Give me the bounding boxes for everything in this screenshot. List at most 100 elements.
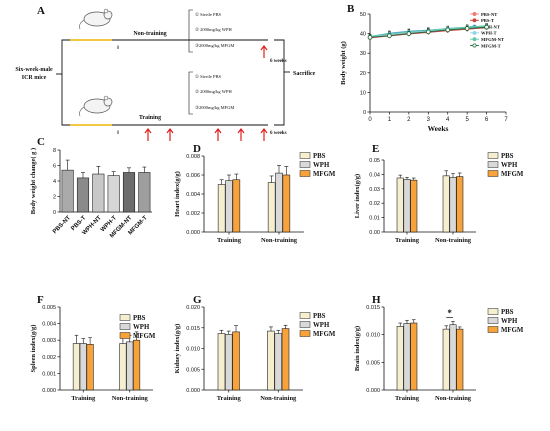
y-tick-label: 0.015 (366, 305, 380, 311)
category-label: Non-training (435, 395, 472, 402)
significance-annotation: * (447, 308, 452, 318)
legend-swatch (487, 317, 499, 324)
bar (282, 174, 291, 233)
bar (442, 175, 450, 233)
y-axis-title-h: Brain index(g/g) (354, 326, 361, 371)
bar (449, 176, 457, 233)
y-tick-label: 0.04 (369, 172, 380, 178)
y-tick-label: 0.001 (42, 371, 56, 377)
left-label-line2: ICR mice (22, 75, 47, 81)
bar (275, 172, 283, 233)
legend-label: WPH (501, 318, 518, 325)
panel-label-e: E (372, 143, 379, 155)
legend-swatch (487, 161, 499, 168)
bar (86, 344, 94, 391)
y-tick-label: 0.005 (366, 360, 380, 366)
legend-swatch (119, 323, 131, 330)
bar (138, 172, 151, 213)
category-label: Training (395, 395, 420, 402)
y-tick-label: 0.003 (42, 338, 56, 344)
legend-marker (472, 37, 477, 42)
y-tick-label: 0.000 (186, 230, 200, 236)
legend-swatch (487, 326, 499, 333)
bar (410, 322, 418, 391)
bar (61, 169, 74, 213)
top-item-3: ③2000mg/kg MFGM (195, 43, 234, 48)
bottom-item-1: ① Sterile PBS (195, 74, 222, 79)
legend-label: PBS (501, 309, 514, 316)
bar (442, 328, 450, 391)
top-item-1: ① Sterile PBS (195, 12, 222, 17)
category-label: Non-training (260, 395, 297, 402)
y-tick-label: 0.01 (369, 216, 380, 222)
bar (232, 331, 240, 391)
legend-label: MFGM (133, 333, 156, 340)
data-point (464, 26, 470, 31)
y-tick-label: 0.020 (186, 305, 200, 311)
bottom-end-label: 6 weeks (270, 131, 287, 136)
legend-label: WPH-T (481, 31, 497, 36)
legend-swatch (487, 152, 499, 159)
legend-label: PBS-T (481, 18, 494, 23)
bar (403, 179, 411, 233)
legend-label: PBS (133, 315, 146, 322)
bar (79, 343, 87, 391)
legend-marker (472, 12, 477, 16)
legend-marker (472, 43, 477, 48)
legend-swatch (299, 152, 311, 159)
bar (232, 179, 241, 233)
y-tick-label: 0.002 (186, 211, 200, 217)
legend-swatch (299, 321, 311, 328)
bar (224, 334, 233, 391)
bar (92, 173, 105, 213)
bar (267, 182, 276, 233)
mouse-top-icon (79, 8, 113, 30)
y-tick-label: 30 (360, 51, 366, 57)
bar (217, 333, 226, 391)
top-group-label: Non-training (133, 31, 166, 37)
bar (217, 184, 226, 233)
y-tick-label: 0.005 (186, 367, 200, 373)
legend-swatch (299, 312, 311, 319)
legend-label: MFGM (313, 331, 336, 338)
legend-label: MFGM (313, 171, 336, 178)
mouse-bottom-icon (79, 95, 113, 117)
x-tick-label: 1 (388, 117, 392, 123)
y-axis-title-d: Heart index(g/g) (174, 171, 181, 217)
category-label: Non-training (435, 237, 472, 244)
bottom-item-2: ② 2000mg/kg WPH (195, 89, 232, 94)
legend-swatch (487, 308, 499, 315)
y-tick-label: 6 (53, 164, 56, 170)
legend-label: MFGM (501, 171, 524, 178)
bottom-start-tick: 0 (117, 131, 120, 136)
x-tick-label: 2 (407, 117, 411, 123)
y-tick-label: 0.05 (369, 158, 380, 164)
data-point (387, 33, 392, 39)
y-tick-label: 0.010 (186, 347, 200, 353)
y-tick-label: 0.004 (186, 192, 200, 198)
legend-marker (472, 30, 477, 35)
y-axis-title-c: Body weight change( g ) (30, 148, 37, 214)
training-arrows-icon (144, 128, 268, 141)
y-tick-label: 0.03 (369, 187, 380, 193)
y-axis-title-b: Body weight (g) (340, 41, 347, 85)
bar (72, 343, 80, 391)
y-tick-label: 0.010 (366, 333, 380, 339)
legend-swatch (487, 170, 499, 177)
legend-label: PBS (501, 153, 514, 160)
category-label: Non-training (112, 395, 149, 402)
data-point (367, 34, 373, 40)
legend-swatch (299, 161, 311, 168)
right-bracket (274, 39, 285, 126)
category-label: Training (71, 395, 96, 402)
y-tick-label: 0.00 (369, 230, 380, 236)
bar (403, 323, 411, 391)
x-tick-label: 4 (446, 117, 450, 123)
bar (274, 333, 283, 391)
y-tick-label: 40 (360, 32, 366, 38)
y-tick-label: 0.008 (186, 154, 200, 160)
x-tick-label: 0 (368, 117, 372, 123)
bar (122, 172, 136, 213)
x-tick-label: 6 (485, 117, 489, 123)
bar (225, 180, 233, 233)
